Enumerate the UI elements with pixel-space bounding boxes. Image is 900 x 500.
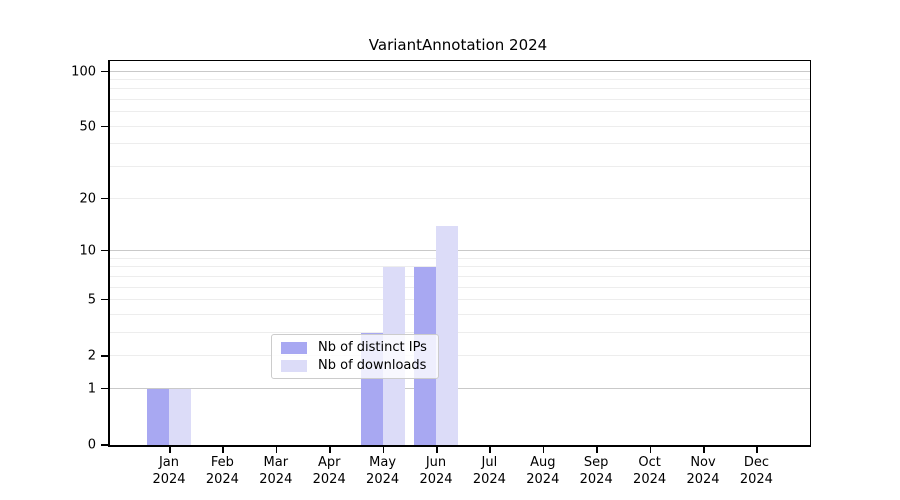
x-tick-month: Oct (638, 455, 661, 470)
y-tick-label: 20 (79, 191, 96, 207)
x-tick-month: Mar (263, 455, 289, 470)
gridline-minor (110, 299, 810, 300)
legend-item-distinct-ips: Nb of distinct IPs (281, 340, 429, 355)
x-tick-label-apr: Apr 2024 (297, 454, 361, 488)
legend-item-downloads: Nb of downloads (281, 358, 429, 373)
y-tick-mark (101, 249, 108, 252)
x-tick-year: 2024 (739, 472, 773, 487)
x-tick-mark (596, 447, 598, 453)
x-tick-label-feb: Feb 2024 (190, 454, 254, 488)
x-tick-year: 2024 (579, 472, 613, 487)
legend-label: Nb of distinct IPs (318, 340, 427, 355)
plot-area: 0 1 2 5 10 20 50 100 Jan 2024 Feb 2024 Mar 2024 Apr 202… (71, 60, 811, 487)
bar-downloads-jun (436, 225, 458, 445)
x-tick-label-nov: Nov 2024 (671, 454, 735, 488)
x-tick-mark (169, 447, 171, 453)
x-tick-mark (703, 447, 705, 453)
x-tick-label-dec: Dec 2024 (724, 454, 788, 488)
x-tick-label-jun: Jun 2024 (404, 454, 468, 488)
y-tick-label: 1 (87, 381, 96, 397)
x-tick-year: 2024 (366, 472, 400, 487)
y-tick-label: 50 (79, 119, 96, 135)
x-tick-label-mar: Mar 2024 (244, 454, 308, 488)
bar-ips-jan (147, 388, 169, 445)
x-tick-month: Jul (481, 455, 498, 470)
x-tick-year: 2024 (259, 472, 293, 487)
gridline-minor (110, 88, 810, 90)
gridline-minor (110, 111, 810, 113)
gridline-minor (110, 125, 810, 127)
x-tick-month: Apr (317, 455, 341, 470)
x-tick-month: Jan (158, 455, 180, 470)
x-tick-year: 2024 (633, 472, 667, 487)
gridline-major (110, 387, 810, 389)
x-tick-month: Dec (743, 455, 769, 470)
legend-label: Nb of downloads (318, 358, 427, 373)
x-tick-mark (649, 447, 652, 453)
y-tick-label: 100 (71, 64, 96, 79)
x-tick-mark (329, 447, 331, 453)
gridline-major (110, 249, 810, 251)
y-tick-mark (101, 444, 108, 446)
chart-title: VariantAnnotation 2024 (368, 36, 548, 54)
x-tick-label-aug: Aug 2024 (511, 454, 575, 488)
y-tick-label: 5 (87, 292, 96, 308)
bar-downloads-jan (169, 388, 191, 445)
gridline-minor (110, 275, 810, 277)
legend-swatch (281, 341, 307, 354)
x-tick-label-sep: Sep 2024 (564, 454, 628, 488)
x-tick-year: 2024 (205, 472, 239, 487)
x-tick-year: 2024 (472, 472, 506, 487)
gridline-minor (110, 286, 810, 288)
x-tick-month: May (369, 455, 397, 470)
gridline-minor (110, 78, 810, 80)
x-tick-month: Jun (425, 455, 447, 470)
x-tick-year: 2024 (312, 472, 346, 487)
x-tick-year: 2024 (686, 472, 720, 487)
y-tick-mark (101, 197, 108, 200)
gridline-minor (110, 257, 810, 259)
y-tick-mark (101, 355, 108, 357)
gridline-minor (110, 99, 810, 101)
gridline-minor (110, 266, 810, 268)
x-tick-mark (542, 447, 545, 453)
legend-swatch (281, 359, 307, 372)
y-tick-label: 0 (87, 437, 96, 453)
x-tick-year: 2024 (526, 472, 560, 487)
y-tick-mark (101, 70, 108, 72)
x-tick-mark (275, 447, 278, 453)
x-tick-label-jan: Jan 2024 (137, 454, 201, 488)
x-tick-month: Feb (210, 455, 234, 470)
x-tick-month: Aug (530, 455, 556, 470)
x-tick-mark (382, 447, 385, 453)
y-tick-mark (101, 387, 108, 390)
gridline-minor (110, 197, 810, 199)
x-tick-label-oct: Oct 2024 (618, 454, 682, 488)
gridline-minor (110, 331, 810, 333)
x-tick-year: 2024 (152, 472, 186, 487)
x-tick-month: Nov (690, 455, 716, 470)
x-tick-label-may: May 2024 (351, 454, 415, 488)
y-tick-label: 10 (79, 243, 96, 259)
y-tick-mark (101, 298, 108, 301)
x-tick-mark (756, 447, 758, 453)
x-tick-month: Sep (583, 455, 609, 470)
x-tick-label-jul: Jul 2024 (457, 454, 521, 488)
y-tick-label: 2 (87, 348, 96, 364)
gridline-minor (110, 143, 810, 145)
gridline-minor (110, 355, 810, 357)
legend: Nb of distinct IPs Nb of downloads (271, 334, 439, 379)
y-tick-mark (101, 125, 108, 128)
gridline-minor (110, 166, 810, 168)
x-tick-mark (436, 447, 438, 453)
gridline-major (110, 70, 810, 72)
x-tick-mark (489, 447, 491, 453)
gridline-minor (110, 313, 810, 315)
x-tick-mark (222, 447, 224, 453)
x-tick-year: 2024 (419, 472, 453, 487)
